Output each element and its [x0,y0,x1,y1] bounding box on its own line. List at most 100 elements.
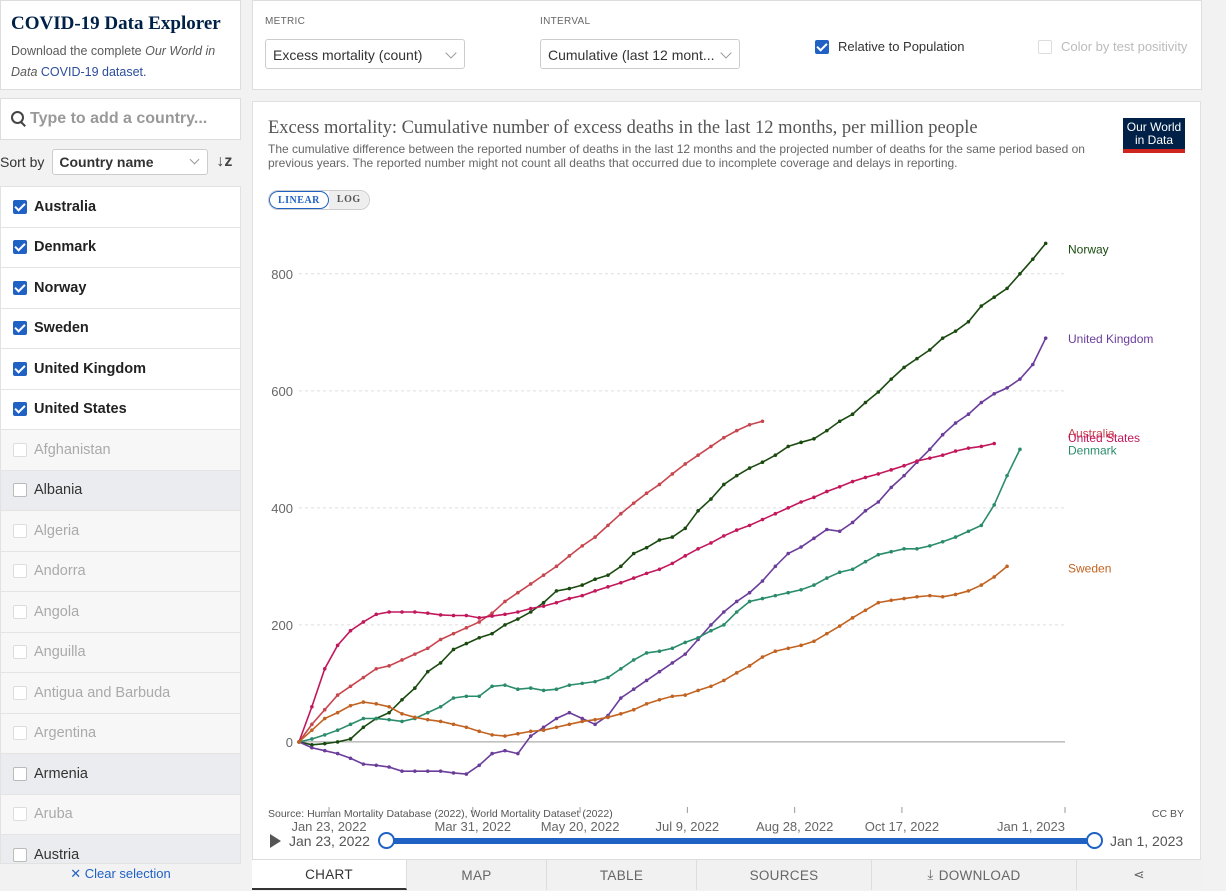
tab-table[interactable]: TABLE [547,860,697,890]
tab-share[interactable]: ⋖ [1133,867,1145,882]
timeline-start-handle[interactable] [378,832,395,849]
data-point [902,463,906,468]
data-point [644,702,649,706]
license-link[interactable]: CC BY [1151,808,1184,820]
x-tick-label: Jan 23, 2022 [291,819,366,834]
data-point [709,628,713,633]
data-point [464,694,469,699]
country-item[interactable]: Andorra [1,551,240,592]
color-by-positivity-checkbox[interactable]: Color by test positivity [1038,39,1187,54]
data-point [696,508,700,513]
data-point [992,503,996,507]
country-item[interactable]: Austria [1,835,240,863]
data-point [425,669,430,674]
interval-select[interactable]: Cumulative (last 12 mont... [540,39,740,69]
tab-sources[interactable]: SOURCES [697,860,872,890]
chart-title: Excess mortality: Cumulative number of e… [268,118,978,138]
data-point [541,728,546,732]
data-point [940,432,945,437]
country-search-input[interactable] [30,110,230,128]
data-point [928,348,932,352]
country-item[interactable]: Aruba [1,794,240,835]
data-point [516,617,520,621]
data-point [928,456,932,460]
data-point [709,541,713,545]
data-point [606,585,610,589]
timeline-end-handle[interactable] [1086,832,1103,849]
data-point [593,535,597,539]
dataset-link[interactable]: COVID-19 dataset. [37,65,147,79]
data-point [889,598,894,603]
app-description: Download the complete Our World in Data … [11,44,216,79]
metric-select[interactable]: Excess mortality (count) [265,39,465,69]
play-icon[interactable] [270,834,281,848]
country-item[interactable]: Denmark [1,227,240,268]
data-point [335,751,340,756]
series-label: Denmark [1068,443,1118,457]
country-label: Andorra [34,563,86,580]
data-point [567,586,572,591]
data-point [850,567,855,572]
country-item[interactable]: United States [1,389,240,430]
data-point [825,489,829,494]
app-title: COVID-19 Data Explorer [11,13,221,34]
data-point [554,687,559,692]
country-item[interactable]: Sweden [1,308,240,349]
series-label: Australia [1068,426,1115,440]
sort-order-icon[interactable]: ↓z [216,153,233,170]
country-item[interactable]: Australia [1,187,240,228]
data-point [387,717,391,722]
linear-scale-button[interactable]: LINEAR [269,191,329,209]
tab-chart[interactable]: CHART [252,860,407,890]
title-panel: COVID-19 Data Explorer Download the comp… [0,0,241,90]
data-point [1018,272,1022,276]
country-item[interactable]: Afghanistan [1,430,240,471]
data-point [953,449,958,453]
data-point [657,649,662,654]
data-point [374,716,379,721]
data-point [812,536,816,541]
country-item[interactable]: Albania [1,470,240,511]
data-point [953,535,958,539]
chevron-down-icon [445,47,457,59]
owid-logo[interactable]: Our World in Data [1123,118,1185,153]
country-item[interactable]: United Kingdom [1,349,240,390]
data-point [773,453,778,457]
data-point [631,658,636,662]
country-item[interactable]: Norway [1,268,240,309]
data-point [940,594,945,599]
country-label: Anguilla [34,644,86,661]
country-label: United Kingdom [34,360,146,377]
tab-download[interactable]: ⤓ DOWNLOAD [872,860,1077,890]
data-point [348,628,353,633]
data-point [747,664,752,668]
data-point [837,624,842,628]
data-point [683,652,688,656]
data-point [696,688,700,693]
clear-selection-button[interactable]: ✕ Clear selection [70,866,171,881]
data-point [915,459,919,463]
data-point [361,762,366,766]
timeline-track[interactable] [386,838,1096,844]
country-item[interactable]: Anguilla [1,632,240,673]
controls-bar: METRIC Excess mortality (count) INTERVAL… [252,0,1202,90]
data-point [953,592,958,597]
country-item[interactable]: Angola [1,592,240,633]
country-item[interactable]: Armenia [1,754,240,795]
tab-map[interactable]: MAP [407,860,547,890]
data-point [528,606,533,611]
log-scale-button[interactable]: LOG [328,191,369,209]
relative-to-population-checkbox[interactable]: Relative to Population [815,39,964,54]
country-item[interactable]: Algeria [1,511,240,552]
country-label: Antigua and Barbuda [34,684,171,701]
country-item[interactable]: Argentina [1,713,240,754]
data-point [413,715,417,720]
data-point [400,658,404,662]
line-chart: 0 200 400 600 800 Jan 23, 2022 Mar 31, 2022 May… [271,241,1153,834]
series-label: Norway [1068,242,1109,256]
checkbox-unchecked-icon [13,726,27,741]
country-item[interactable]: Antigua and Barbuda [1,673,240,714]
sort-select[interactable]: Country name [52,149,209,175]
data-point [747,590,752,595]
checkbox-checked-icon [13,240,27,255]
